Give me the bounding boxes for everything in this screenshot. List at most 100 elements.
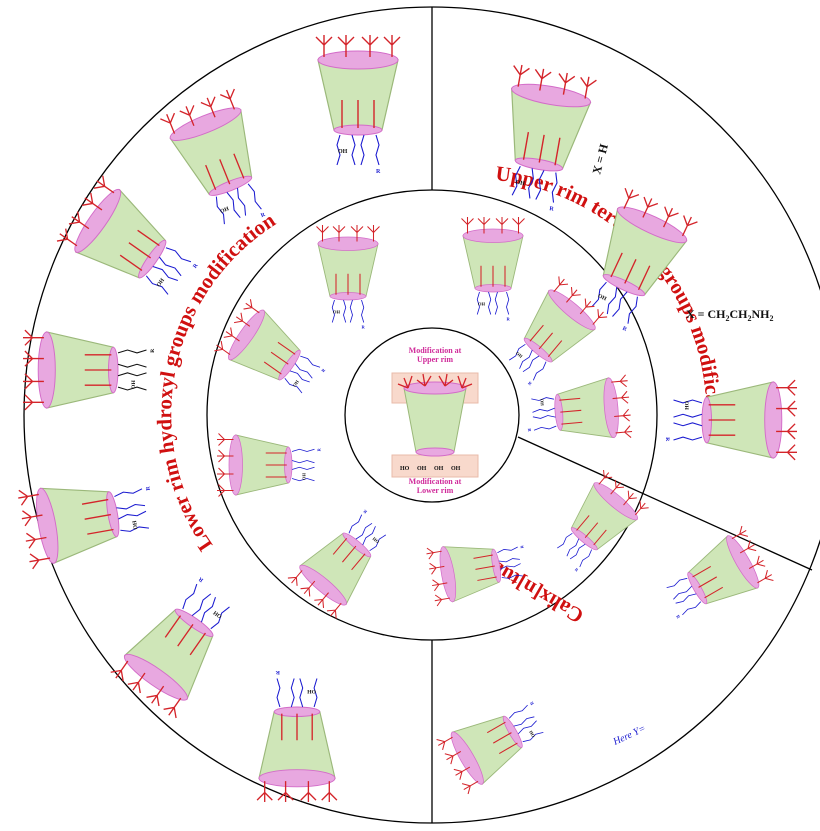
cone-upper-rim [616,206,688,244]
cone-upper-rim [450,731,484,785]
lower-rim-substituents [145,247,192,295]
r-label: R [621,326,628,334]
calixarene-cone: OH R [256,669,338,803]
r-label: R [362,508,368,514]
oh-label: OH [292,379,300,388]
calixarene-cone: OH R [217,433,322,497]
divider-right [517,436,813,571]
r-label: R [317,448,322,452]
cone-upper-rim [593,482,638,521]
center-cone-top-rim [403,381,467,395]
calixarene-cone: R [426,544,525,607]
lower-rim-substituents [284,355,321,394]
calixarene-cone: OH R [436,700,544,795]
r-label: R [192,262,200,270]
tbu-groups [708,379,798,461]
tbu-groups [287,537,366,619]
lower-rim-substituents [114,488,150,532]
lower-rim-substituents [557,533,593,568]
cone-upper-rim [228,309,265,361]
oh-label: OH [220,206,231,215]
tbu-groups [426,547,497,607]
center-oh-4: OH [451,466,461,472]
calixarene-cone: OH R [110,575,230,719]
oh-label: OH [333,310,341,315]
oh-label: OH [338,149,348,155]
cone-upper-rim [462,228,524,243]
tbu-groups [217,433,287,497]
lower-rim-substituents [531,397,557,431]
calixarene-cone: OH R [160,88,267,225]
tbu-groups [513,64,597,166]
tbu-groups [110,615,206,719]
r-label: R [275,669,280,675]
lower-rim-substituents [117,349,147,391]
annotation-here-y: Here Y= [611,723,648,748]
r-label: R [549,206,555,213]
tbu-groups [22,329,112,411]
cone-upper-rim [317,236,379,251]
cone-upper-rim [123,653,188,701]
r-label: R [527,380,533,386]
oh-label: OH [528,729,536,738]
cone-upper-rim [317,50,399,70]
tbu-groups [256,713,338,803]
oh-label: OH [515,351,524,360]
calixarene-cone: OH R [511,64,597,213]
tbu-groups [610,187,698,291]
cone-upper-rim [511,83,592,108]
cone-upper-rim [603,377,619,438]
oh-label: OH [212,609,223,619]
section-label-lower-rim: Lower rim hydroxyl groups modification [152,208,280,556]
lower-rim-substituents [497,546,523,579]
lower-rim-substituents [476,291,510,315]
r-label: R [145,485,152,491]
calixarene-cone: OH R [527,374,633,439]
oh-label: OH [132,520,140,530]
oh-label: OH [478,302,486,307]
calixarene-cone: OH R [214,299,327,394]
center-oh-1: HO [400,466,410,472]
ring-structure [23,6,820,824]
calixarene-cone: OH R [56,175,200,295]
cone-upper-rim [37,331,56,409]
tbu-groups [214,299,296,375]
cone-upper-rim [169,107,242,141]
tbu-groups [18,489,114,570]
r-label: R [376,169,381,175]
center-tbu-groups [397,373,473,389]
center-lower-label-line1: Modification at [409,477,462,486]
calixarene-cone: OH R [664,379,798,461]
r-label: R [197,575,205,583]
lower-rim-substituents [673,399,703,441]
lower-rim-substituents [276,678,318,708]
lower-rim-substituents [291,448,315,482]
inner-ring [344,327,520,503]
calixarene-cone: OH R [315,35,401,175]
cone-upper-rim [36,487,59,564]
tbu-groups [316,225,380,295]
tbu-groups [559,374,633,438]
lower-rim-substituents [508,343,547,381]
cone-upper-rim [74,188,122,253]
tbu-groups [160,88,245,191]
lower-rim-substituents [331,299,365,323]
calixarene-cone: OH R [591,187,698,334]
oh-label: OH [302,472,307,480]
annotation-x-amine: X = CH2CH2NH2 [686,307,774,323]
center-cone [403,387,467,453]
tbu-groups [461,217,525,287]
lower-rim-substituents [182,583,230,630]
r-label: R [362,325,366,330]
r-label: R [150,348,156,353]
tbu-groups [692,525,774,599]
center-oh-2: OH [417,466,427,472]
tbu-groups [315,35,401,128]
cone-upper-rim [439,546,457,603]
oh-label: OH [539,398,545,406]
oh-label: OH [683,401,689,410]
r-label: R [260,212,267,219]
lower-rim-substituents [508,704,544,743]
lower-rim-substituents [336,134,380,166]
